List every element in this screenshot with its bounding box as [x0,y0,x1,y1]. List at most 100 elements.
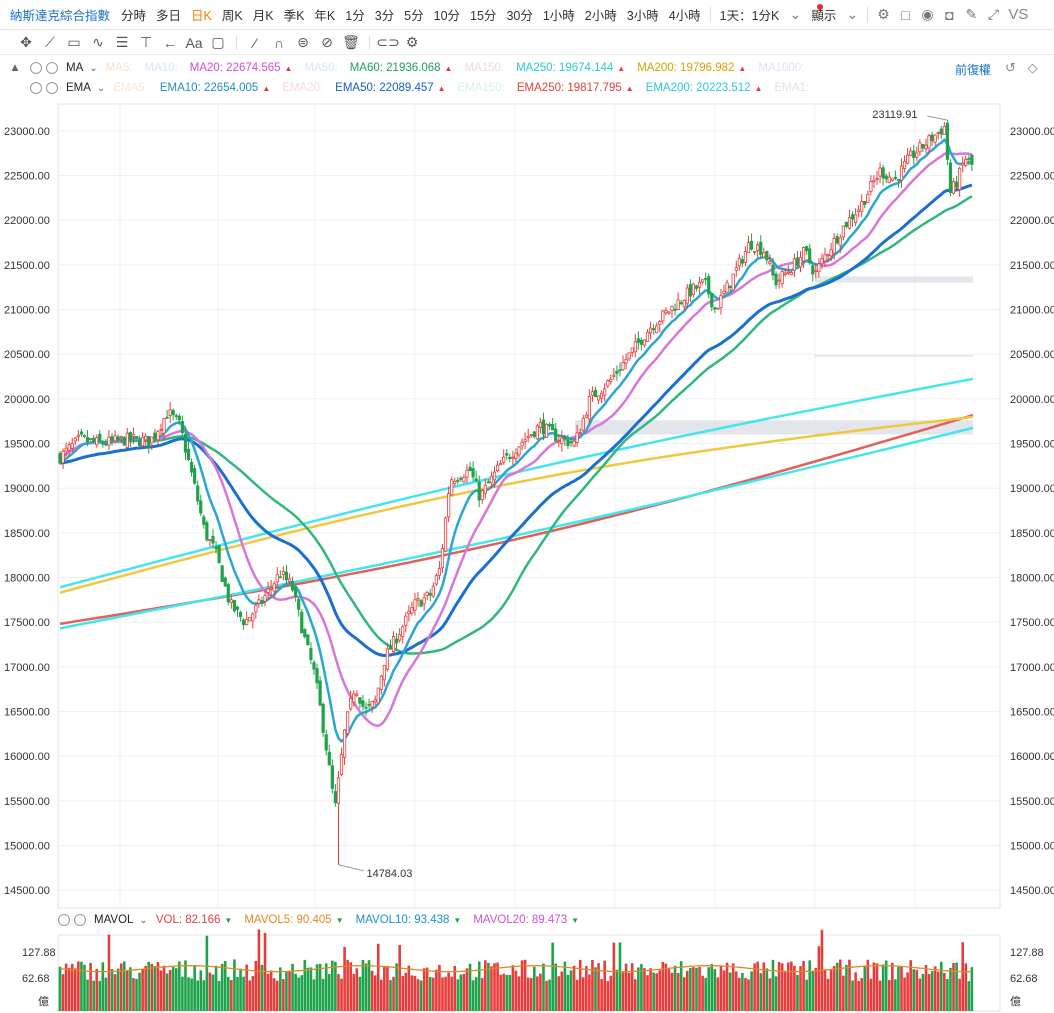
settings-icon[interactable] [30,82,42,94]
settings-icon[interactable]: ⚙ [405,34,419,50]
trendline-icon[interactable]: ⟋ [45,34,55,50]
crosshair-icon[interactable]: ✥ [20,34,32,50]
timeframe-12[interactable]: 30分 [506,9,533,23]
timeframe-6[interactable]: 年K [314,9,336,23]
ema_legend-item[interactable]: EMA200: 20223.512 ▲ [646,82,763,94]
legend-label: EMA10: [159,82,201,94]
volume-bar [144,965,147,1011]
display-dropdown[interactable]: 顯示 [811,9,837,23]
vol_legend-item[interactable]: MAVOL10: 93.438 ▼ [356,914,462,926]
trash-icon[interactable]: 🗑 [342,34,360,50]
ma_legend-item[interactable]: MA150: [464,62,504,74]
wave-icon[interactable]: ∿ [92,34,104,50]
timeframe-15[interactable]: 3小時 [626,9,659,23]
candle-body [915,152,919,158]
timeframe-10[interactable]: 10分 [433,9,461,23]
candle-body [529,434,533,437]
horizontal-lines-icon[interactable]: ☰ [115,34,129,50]
vol_legend-item[interactable]: MAVOL20: 89.473 ▼ [473,914,579,926]
ema_legend-item[interactable]: EMA5: [113,82,148,94]
timeframe-5[interactable]: 季K [283,9,305,23]
ema_legend-item[interactable]: EMA50: 22089.457 ▲ [335,82,445,94]
volume-bar [435,969,438,1011]
chevron-down-icon[interactable]: ⌄ [846,6,859,22]
volume-bar [141,968,144,1011]
candle-body [642,339,647,346]
timeframe-2[interactable]: 日K [191,9,212,23]
arrow-left-icon[interactable]: ← [163,34,177,51]
indicator-name[interactable]: MA [66,62,84,74]
timeframe-9[interactable]: 5分 [404,9,424,23]
camera-icon[interactable]: ◘ [945,6,954,23]
volume-bar [178,961,181,1011]
chevron-down-icon[interactable]: ⌄ [96,82,106,94]
collapse-icon[interactable]: ▲ [9,62,21,74]
close-icon[interactable] [74,914,86,926]
candle-body [450,479,454,496]
chevron-down-icon[interactable]: ⌄ [789,6,802,22]
lock-icon[interactable]: ⊜ [297,34,309,50]
vol-unit: 億 [1010,995,1021,1008]
candle-body [447,493,451,518]
volume-legend: MAVOL ⌄ VOL: 82.166 ▼ MAVOL5: 90.405 ▼ MAVOL… [0,911,591,929]
ma_legend-item[interactable]: MA200: 19796.982 ▲ [637,62,746,74]
triangle-down-icon: ▼ [453,916,462,925]
timeframe-1[interactable]: 多日 [156,9,182,23]
link-icon[interactable]: ⊂⊃ [376,34,400,50]
range-dropdown[interactable]: 1天：1分K [719,9,780,23]
close-icon[interactable] [46,62,58,74]
chevron-down-icon[interactable]: ⌄ [89,62,98,74]
ema_legend-item[interactable]: EMA150: [458,82,505,94]
candle-body [388,645,393,650]
chevron-down-icon[interactable]: ⌄ [139,914,148,926]
volume-bar [493,963,496,1011]
timeframe-4[interactable]: 月K [252,9,274,23]
timeframe-0[interactable]: 分時 [121,9,147,23]
hide-icon[interactable]: ⊘ [321,34,333,50]
eye-icon[interactable]: ◉ [921,6,934,22]
ma_legend-item[interactable]: MA1000: [758,62,804,74]
layout-icon[interactable]: □ [901,6,910,23]
timeframe-11[interactable]: 15分 [470,9,497,23]
settings-icon[interactable] [58,914,70,926]
indicator-name[interactable]: EMA [66,82,91,94]
ruler-icon[interactable]: ∕ [253,34,257,51]
comment-icon[interactable]: ▢ [211,34,225,50]
timeframe-16[interactable]: 4小時 [668,9,701,23]
ema_legend-item[interactable]: EMA20: [282,82,323,94]
timeframe-8[interactable]: 3分 [374,9,395,23]
timeframe-7[interactable]: 1分 [345,9,365,23]
indicator-name[interactable]: MAVOL [94,914,134,926]
ema_legend-item[interactable]: EMA1: [774,82,809,94]
magnet-icon[interactable]: ∩ [273,34,285,51]
timeframe-14[interactable]: 2小時 [584,9,617,23]
ma_legend-item[interactable]: MA10: [144,62,177,74]
ma_legend-item[interactable]: MA50: [304,62,337,74]
pencil-icon[interactable]: ✎ [965,6,978,22]
candle-body [119,436,123,439]
ma_legend-item[interactable]: MA250: 19674.144 ▲ [516,62,625,74]
ema_legend-item[interactable]: EMA250: 19817.795 ▲ [517,82,634,94]
vol_legend-item[interactable]: MAVOL5: 90.405 ▼ [244,914,343,926]
timeframe-3[interactable]: 周K [221,9,243,23]
adjustment-button[interactable]: 前復權 [955,63,992,77]
fullscreen-icon[interactable]: ⤢ [987,6,1000,22]
text-icon[interactable]: Aa [185,34,203,51]
ma_legend-item[interactable]: MA5: [106,62,133,74]
ema_legend-item[interactable]: EMA10: 22654.005 ▲ [160,82,270,94]
timeframe-13[interactable]: 1小時 [542,9,575,23]
settings-icon[interactable]: ⚙ [877,6,890,22]
measure-icon[interactable]: ⊤ [139,34,153,50]
vol_legend-item[interactable]: VOL: 82.166 ▼ [156,914,233,926]
compare-button[interactable]: VS [1008,6,1029,23]
symbol-title[interactable]: 納斯達克綜合指數 [10,9,111,23]
rectangle-icon[interactable]: ▭ [67,34,81,50]
settings-icon[interactable] [30,62,42,74]
legend-value: 82.166 [182,914,221,926]
ma_legend-item[interactable]: MA60: 21936.068 ▲ [350,62,453,74]
reset-icon[interactable]: ↺ ◇ [1005,60,1042,75]
ma_legend-item[interactable]: MA20: 22674.565 ▲ [190,62,293,74]
close-icon[interactable] [46,82,58,94]
candle-body [655,325,659,334]
